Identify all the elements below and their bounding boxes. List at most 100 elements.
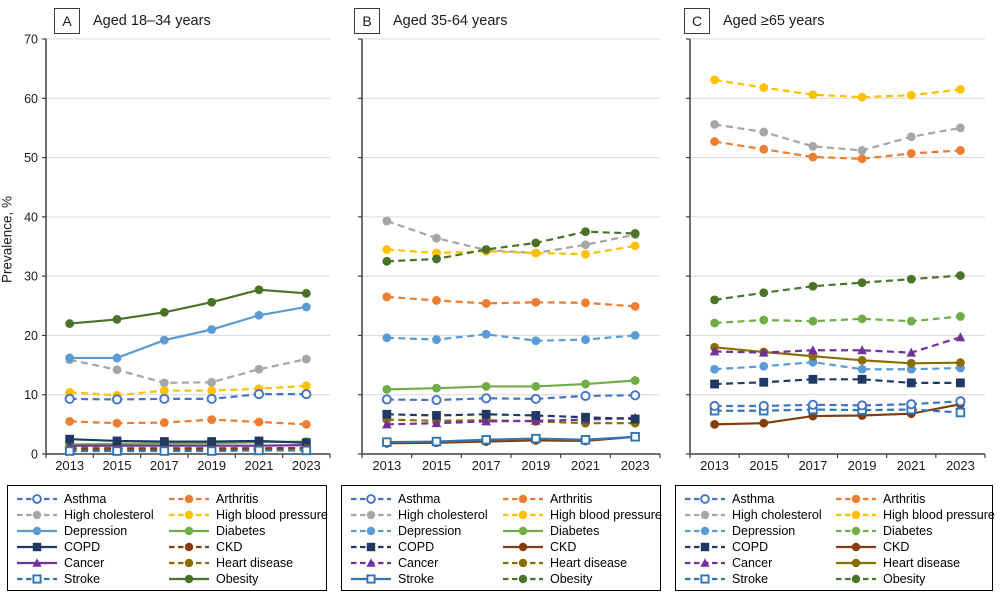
series-high-cholesterol — [710, 119, 965, 155]
legend-item-diabetes: Diabetes — [502, 523, 654, 539]
x-tick-label: 2013 — [55, 458, 84, 473]
series-high-cholesterol — [65, 354, 311, 388]
legend-column: Asthma High cholesterol Depression COPD Canc… — [350, 491, 502, 587]
legend-item-arthritis: Arthritis — [168, 491, 320, 507]
panel-aged-35-64: B Aged 35-64 years 2013 2015 2017 2019 2021 2… — [334, 0, 668, 596]
legend-key-diabetes-icon — [836, 526, 876, 536]
panel-a-title: Aged 18–34 years — [93, 13, 211, 29]
legend-item-ckd: CKD — [168, 539, 320, 555]
panel-aged-65-plus: C Aged ≥65 years 2013 2015 2017 2019 2021 202… — [668, 0, 1000, 596]
series-asthma — [64, 389, 312, 405]
legend-key-high-cholesterol-icon — [351, 510, 391, 520]
legend-key-cancer-icon — [351, 558, 391, 567]
legend-label: COPD — [732, 540, 769, 554]
legend-key-asthma-icon — [685, 494, 725, 504]
y-tick-label: 40 — [24, 210, 38, 224]
y-tick-label: 60 — [24, 92, 38, 106]
x-tick-label: 2015 — [749, 458, 778, 473]
panel-c-header: C Aged ≥65 years — [668, 8, 1000, 34]
legend-label: Cancer — [398, 556, 439, 570]
legend-label: Depression — [398, 524, 462, 538]
legend-key-high-blood-pressure-icon — [836, 510, 876, 520]
legend-label: CKD — [883, 540, 910, 554]
x-tick-label: 2021 — [571, 458, 600, 473]
legend-label: Obesity — [883, 572, 926, 586]
series-cancer — [382, 412, 640, 429]
series-obesity — [65, 285, 311, 328]
legend-label: Diabetes — [883, 524, 933, 538]
series-asthma — [709, 396, 966, 412]
legend-label: Asthma — [64, 492, 107, 506]
x-tick-label: 2023 — [946, 458, 975, 473]
panel-b-header: B Aged 35-64 years — [334, 8, 668, 34]
series-high-blood-pressure — [710, 75, 965, 102]
legend-item-obesity: Obesity — [168, 571, 320, 587]
series-arthritis — [382, 292, 640, 311]
legend-label: Cancer — [64, 556, 105, 570]
x-tick-label: 2015 — [422, 458, 451, 473]
x-tick-label: 2021 — [897, 458, 926, 473]
panel-c-letter-box: C — [684, 8, 710, 34]
panel-a-header: A Aged 18–34 years — [0, 8, 334, 34]
legend-label: High blood pressure — [883, 508, 995, 522]
x-tick-label: 2019 — [848, 458, 877, 473]
legend-item-high-cholesterol: High cholesterol — [684, 507, 835, 523]
legend-item-high-cholesterol: High cholesterol — [16, 507, 168, 523]
legend-key-heart-disease-icon — [169, 558, 209, 568]
legend-key-obesity-icon — [836, 574, 876, 584]
x-tick-label: 2023 — [621, 458, 650, 473]
legend-key-asthma-icon — [351, 494, 391, 504]
series-copd — [65, 434, 311, 448]
y-tick-label: 0 — [31, 448, 38, 462]
legend-label: Stroke — [64, 572, 101, 586]
legend-item-arthritis: Arthritis — [835, 491, 986, 507]
legend-item-obesity: Obesity — [502, 571, 654, 587]
legend-label: COPD — [398, 540, 435, 554]
legend-item-ckd: CKD — [502, 539, 654, 555]
series-asthma — [381, 390, 641, 406]
y-tick-label: 70 — [24, 33, 38, 47]
series-copd — [382, 409, 640, 424]
series-copd — [710, 374, 965, 389]
panel-b-title: Aged 35-64 years — [393, 13, 508, 29]
legend-key-obesity-icon — [169, 574, 209, 584]
legend-item-asthma: Asthma — [350, 491, 502, 507]
legend-key-copd-icon — [351, 542, 391, 552]
line-chart-aged-35-64: 2013 2015 2017 2019 2021 2023 — [358, 38, 661, 473]
series-high-blood-pressure — [382, 241, 640, 259]
legend-label: Diabetes — [550, 524, 600, 538]
line-chart-aged-18-34: 0 10 20 30 40 50 60 70 2013 2015 2017 2019 2021 2023 — [24, 33, 331, 473]
legend-key-high-blood-pressure-icon — [169, 510, 209, 520]
series-heart-disease — [382, 415, 640, 428]
y-tick-label: 10 — [24, 388, 38, 402]
series-arthritis — [65, 415, 311, 429]
series-diabetes — [710, 312, 965, 328]
legend-item-asthma: Asthma — [684, 491, 835, 507]
legend-key-copd-icon — [17, 542, 57, 552]
legend-column: Arthritis High blood pressure Diabetes CKD H… — [502, 491, 662, 587]
x-tick-label: 2019 — [197, 458, 226, 473]
legend-label: Asthma — [398, 492, 441, 506]
series-heart-disease — [710, 342, 965, 368]
legend-label: Heart disease — [883, 556, 961, 570]
legend-key-arthritis-icon — [836, 494, 876, 504]
legend-label: High cholesterol — [732, 508, 822, 522]
legend-item-high-cholesterol: High cholesterol — [350, 507, 502, 523]
legend-key-stroke-icon — [17, 574, 57, 584]
legend-item-diabetes: Diabetes — [168, 523, 320, 539]
legend-item-high-blood-pressure: High blood pressure — [502, 507, 662, 523]
legend-label: Arthritis — [550, 492, 593, 506]
legend-item-heart-disease: Heart disease — [835, 555, 986, 571]
legend-key-depression-icon — [685, 526, 725, 536]
legend-label: Diabetes — [216, 524, 266, 538]
legend-label: Obesity — [550, 572, 593, 586]
x-tick-label: 2023 — [292, 458, 321, 473]
legend-key-diabetes-icon — [503, 526, 543, 536]
panel-a-letter-box: A — [54, 8, 80, 34]
legend-label: Depression — [64, 524, 128, 538]
legend-key-stroke-icon — [685, 574, 725, 584]
legend-label: CKD — [216, 540, 243, 554]
legend-label: Stroke — [398, 572, 435, 586]
legend-label: Arthritis — [216, 492, 259, 506]
x-tick-label: 2021 — [245, 458, 274, 473]
